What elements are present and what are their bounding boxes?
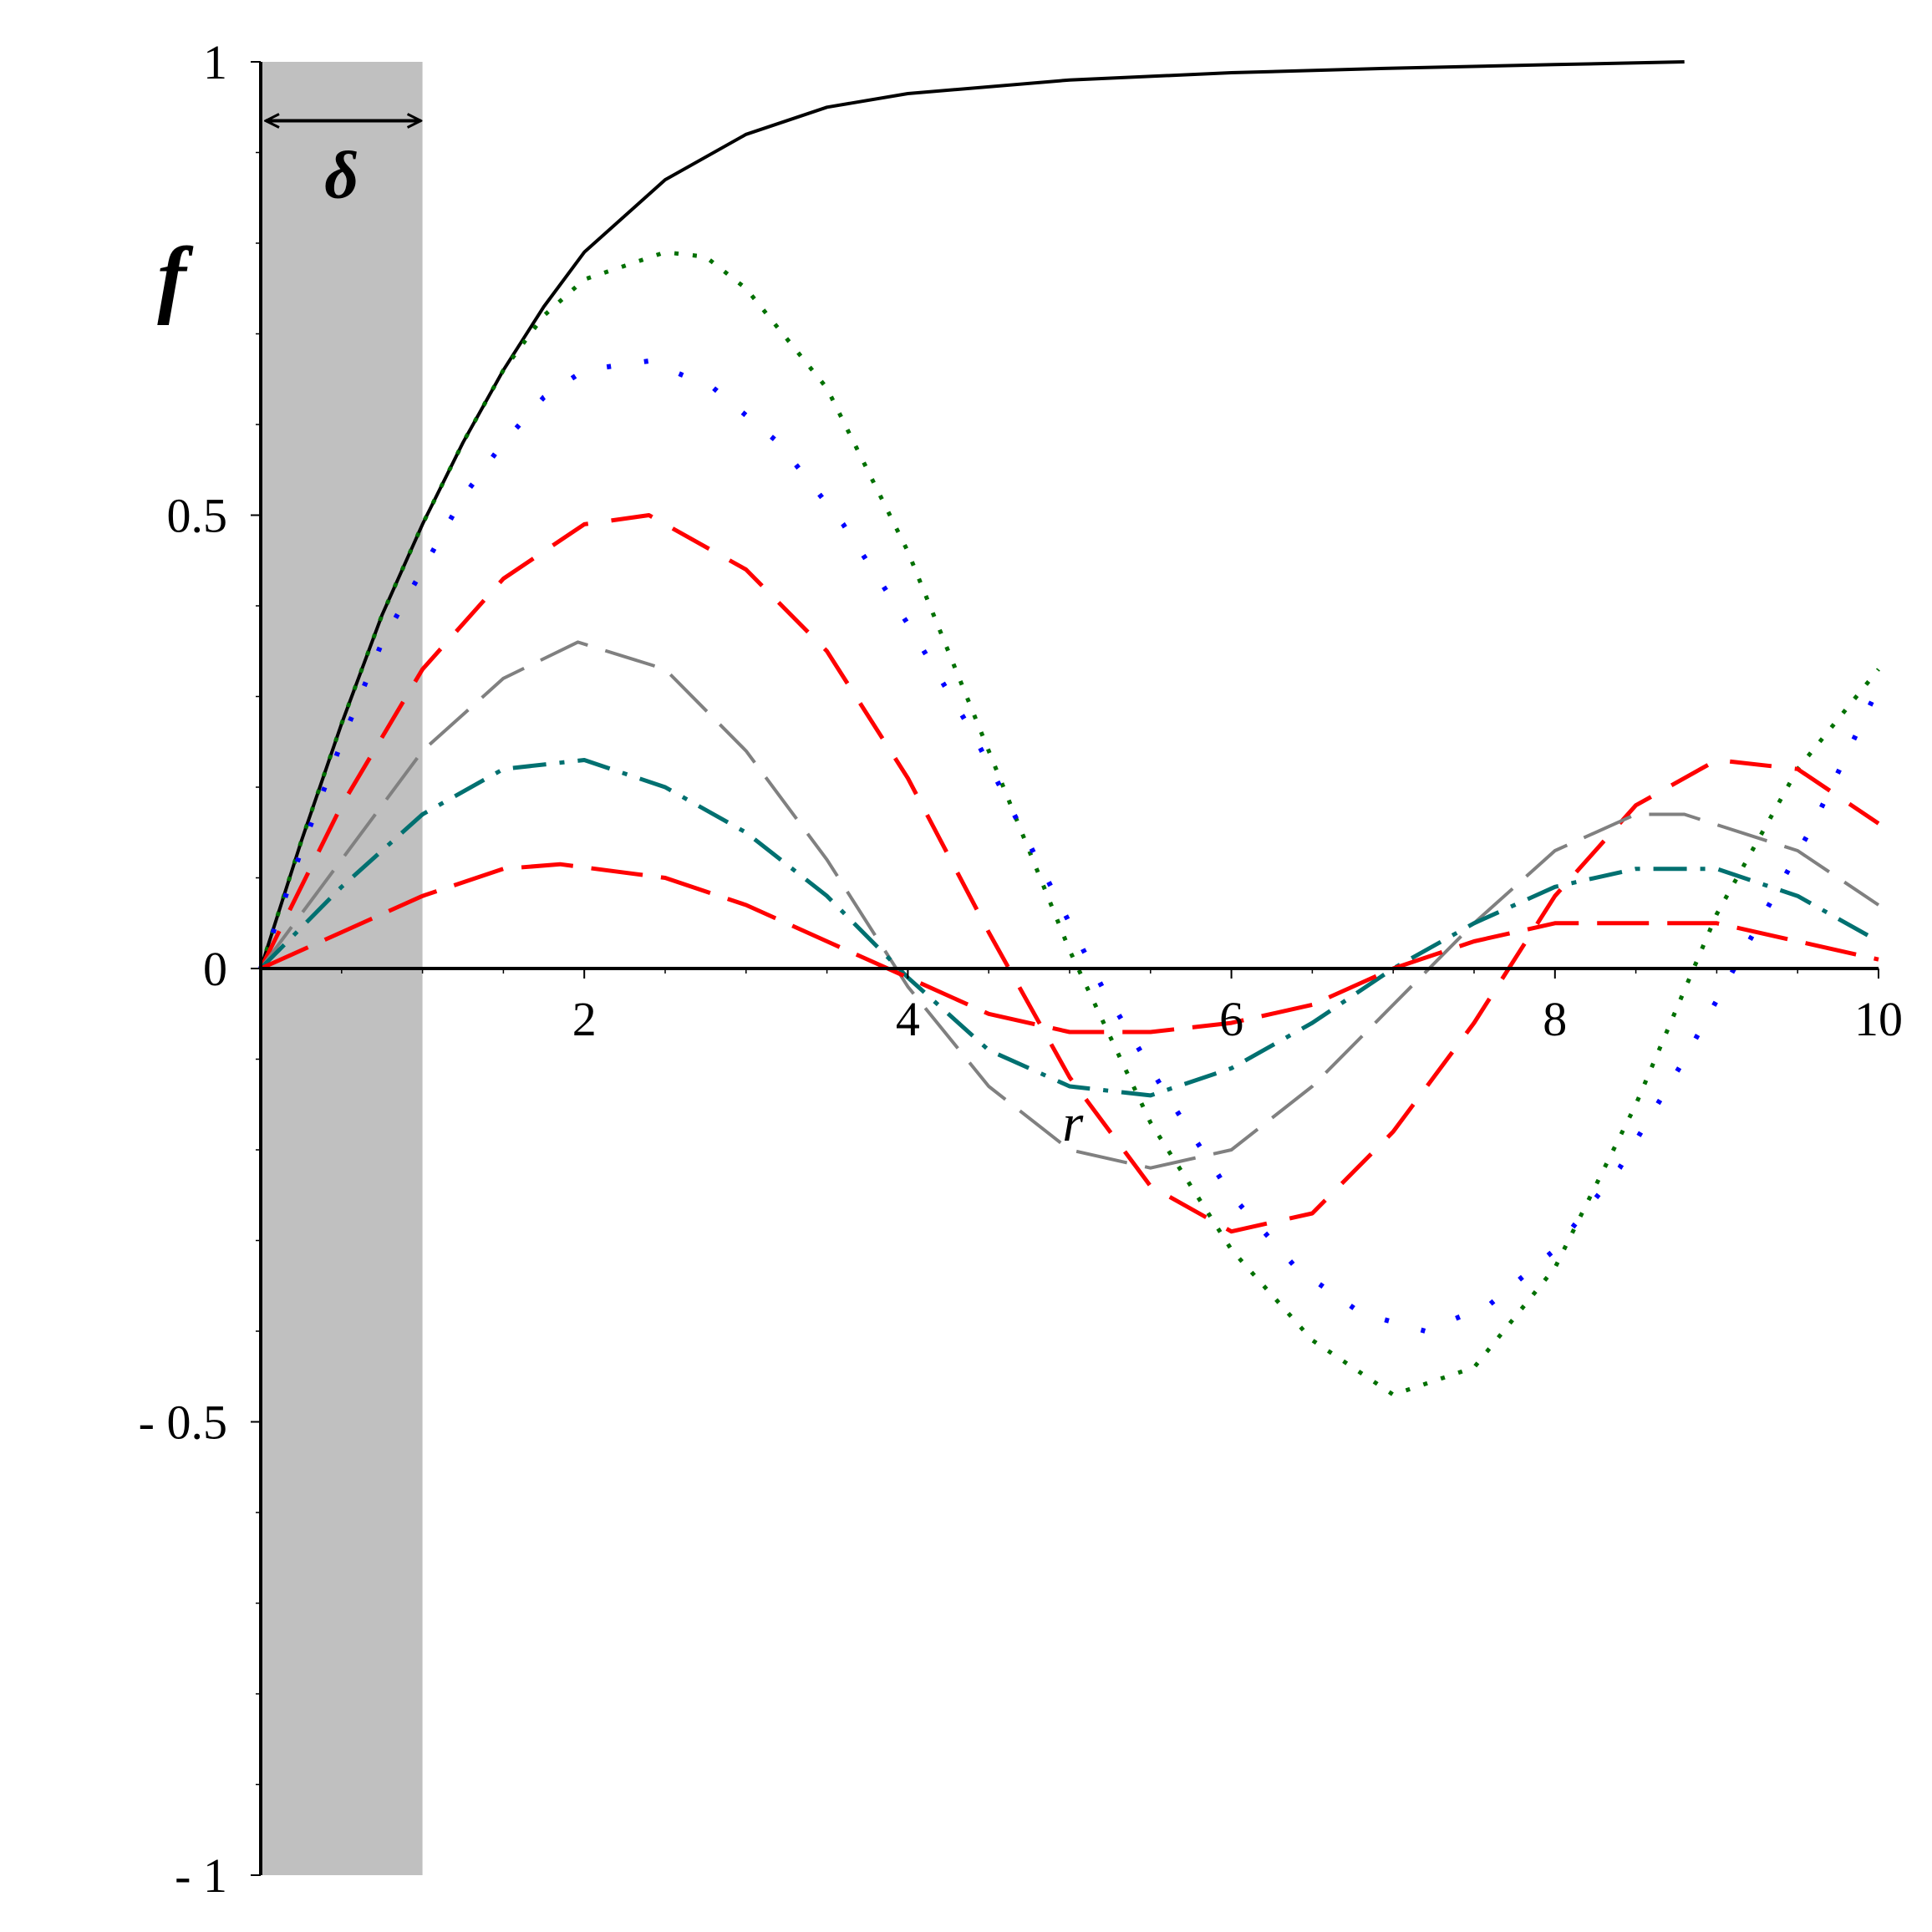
x-tick-label: 4 [896, 992, 920, 1046]
y-tick-label: 1 [203, 35, 227, 89]
x-tick-label: 10 [1854, 992, 1903, 1046]
series-line-1 [259, 60, 1685, 969]
x-tick-label: 8 [1543, 992, 1567, 1046]
series-layer [258, 60, 1881, 1397]
y-axis-label: f [157, 230, 194, 326]
y-tick-label: - 1 [175, 1848, 227, 1903]
axis-layer: 1 0.5 0 - 0.5 - 1 2 4 6 8 10 [139, 35, 1903, 1903]
y-tick-label: 0.5 [167, 489, 228, 543]
series-line-4 [258, 513, 1880, 1234]
series-line-2 [258, 250, 1880, 1397]
series-line-6 [259, 758, 1880, 1098]
x-axis-label: r [1062, 1093, 1084, 1152]
y-tick-label: 0 [203, 942, 227, 996]
series-line-7 [259, 862, 1879, 1035]
y-tick-label: - 0.5 [139, 1396, 227, 1450]
series-line-5 [259, 640, 1880, 1170]
x-tick-label: 6 [1219, 992, 1243, 1046]
delta-annotation-label: δ [324, 140, 358, 213]
x-tick-label: 2 [572, 992, 597, 1046]
series-line-3 [258, 358, 1881, 1334]
